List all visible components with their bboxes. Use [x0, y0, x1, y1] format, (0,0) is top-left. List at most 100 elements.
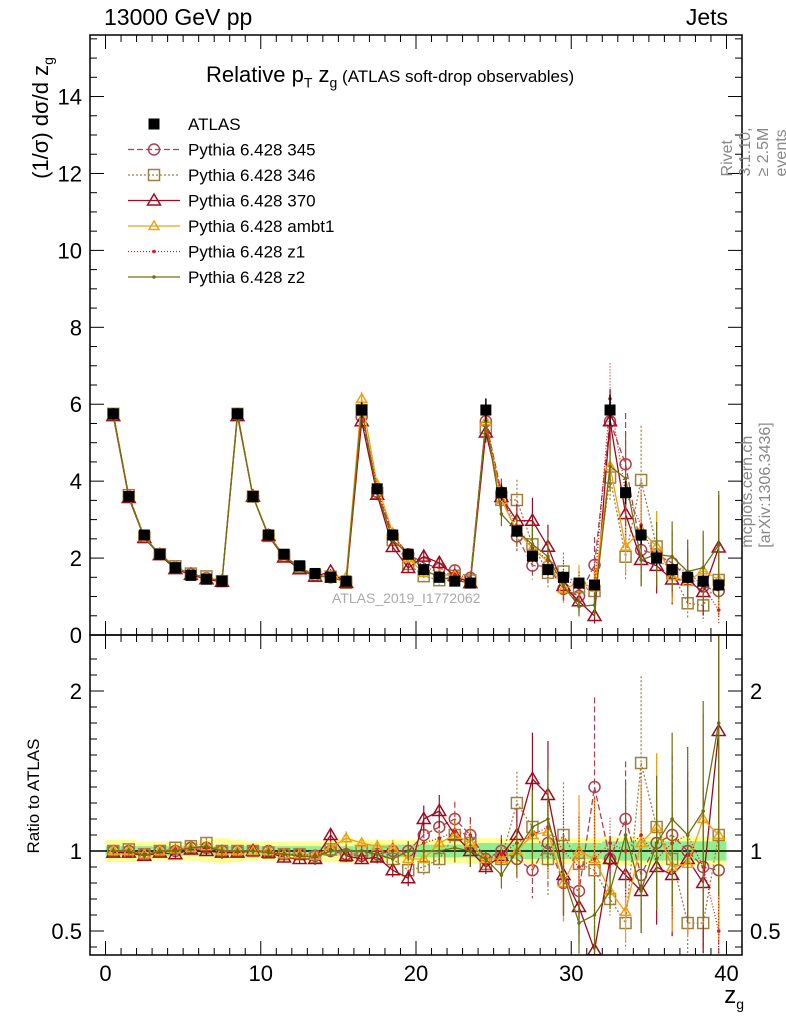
main-panel-data — [105, 363, 727, 625]
series-point-z2-main — [716, 543, 721, 547]
series-point-p345-ratio — [588, 780, 601, 794]
x-tick-label: 10 — [249, 961, 273, 986]
series-point-z2-ratio — [235, 849, 240, 853]
legend-label-ambt1: Pythia 6.428 ambt1 — [188, 217, 334, 236]
series-point-z2-ratio — [375, 852, 379, 856]
atlas-point — [682, 571, 694, 583]
series-point-z2-ratio — [654, 841, 659, 845]
series-point-z2-main — [577, 604, 581, 609]
y-axis-label: (1/σ) dσ/d zg — [28, 57, 56, 179]
atlas-point — [185, 569, 197, 581]
series-point-z2-ratio — [297, 854, 302, 858]
series-point-p370-ratio — [307, 851, 323, 865]
series-line-p345-main — [112, 413, 719, 597]
analysis-label: ATLAS_2019_I1772062 — [332, 590, 481, 606]
series-point-z2-ratio — [592, 913, 597, 917]
series-point-ambt1-ratio — [588, 852, 601, 864]
series-point-z1-ratio — [577, 865, 581, 869]
atlas-point — [200, 573, 212, 585]
series-point-ambt1-ratio — [153, 844, 167, 856]
series-point-p370-main — [415, 548, 432, 562]
series-point-z2-ratio — [282, 852, 286, 856]
mcplots-label: mcplots.cern.ch [arXiv:1306.3436] — [739, 422, 774, 548]
series-point-p346-ratio — [634, 756, 648, 770]
series-point-z1-ratio — [639, 833, 643, 837]
series-point-z2-ratio — [328, 849, 333, 853]
legend-label-p345: Pythia 6.428 345 — [188, 141, 316, 160]
series-point-p370-ratio — [524, 771, 541, 785]
title-sub: T — [303, 74, 313, 91]
atlas-point — [387, 529, 399, 541]
series-point-z2-ratio — [515, 849, 519, 853]
atlas-point — [542, 564, 554, 576]
ratio-y-tick-label: 0.5 — [51, 919, 82, 944]
series-point-ambt1-ratio — [401, 852, 415, 864]
legend-label-z2: Pythia 6.428 z2 — [188, 268, 305, 287]
series-point-z1-ratio — [716, 929, 721, 933]
plot-title: Relative pT zg (ATLAS soft-drop observab… — [206, 62, 574, 90]
x-tick-label: 20 — [404, 961, 428, 986]
main-y-tick-label: 8 — [70, 315, 82, 340]
series-point-p370-main — [384, 539, 401, 553]
main-y-tick-label: 14 — [58, 85, 82, 110]
series-point-z2-ratio — [220, 849, 224, 853]
legend-label-p370: Pythia 6.428 370 — [188, 192, 316, 211]
series-point-z2-main — [530, 542, 535, 547]
rivet-label: Rivet 3.1.10, ≥ 2.5M events — [719, 127, 786, 177]
series-point-z1-ratio — [592, 857, 597, 861]
x-tick-label: 0 — [99, 961, 111, 986]
atlas-point — [666, 564, 678, 576]
series-point-ambt1-ratio — [619, 905, 632, 917]
series-point-p370-main — [478, 424, 494, 438]
series-point-ambt1-ratio — [572, 844, 586, 856]
series-line-z1-ratio — [113, 826, 720, 932]
series-point-z2-main — [623, 476, 628, 481]
series-point-z1-main — [639, 523, 643, 527]
title-mid: z — [312, 62, 330, 87]
atlas-point — [526, 550, 538, 562]
legend-label-p346: Pythia 6.428 346 — [188, 166, 316, 185]
series-point-p370-ratio — [384, 862, 401, 876]
atlas-point — [138, 529, 150, 541]
series-point-z2-ratio — [437, 849, 442, 853]
series-point-z1-ratio — [608, 841, 612, 845]
series-point-z2-ratio — [546, 817, 550, 821]
series-point-z2-main — [499, 512, 504, 516]
series-line-z2-main — [112, 409, 720, 608]
series-point-z2-main — [608, 464, 612, 469]
ratio-panel-data — [90, 635, 742, 955]
series-point-z2-ratio — [716, 721, 721, 725]
series-point-z2-ratio — [390, 857, 395, 861]
atlas-point — [402, 548, 414, 560]
ratio-y-tick-label-right: 1 — [750, 839, 762, 864]
series-point-p370-ratio — [400, 870, 417, 884]
series-point-z2-ratio — [608, 889, 612, 893]
y-axis-label-sub: g — [40, 57, 57, 65]
series-point-p370-ratio — [431, 803, 448, 817]
atlas-point — [697, 575, 709, 587]
series-point-z2-ratio — [484, 857, 488, 861]
atlas-point — [449, 575, 461, 587]
series-point-z2-main — [701, 565, 705, 570]
x-axis-label-sub: g — [736, 995, 744, 1012]
atlas-point — [154, 548, 166, 560]
series-point-z2-ratio — [561, 873, 566, 877]
y-axis-label-text: (1/σ) dσ/d z — [27, 64, 53, 179]
series-point-z2-main — [670, 554, 674, 559]
series-point-z2-ratio — [685, 833, 690, 837]
x-tick-label: 40 — [714, 961, 738, 986]
atlas-point — [418, 564, 430, 576]
ratio-axis-label: Ratio to ATLAS — [24, 738, 43, 854]
series-point-z2-ratio — [499, 873, 504, 877]
series-point-z2-ratio — [313, 855, 317, 860]
x-axis-label-text: z — [724, 982, 737, 1009]
series-point-z2-ratio — [406, 849, 411, 853]
series-line-p370-ratio — [113, 730, 720, 953]
series-point-z2-ratio — [639, 889, 643, 893]
main-y-tick-label: 6 — [70, 392, 82, 417]
atlas-point — [464, 577, 476, 589]
series-point-p346-ratio — [510, 796, 524, 810]
series-point-z2-main — [639, 558, 643, 562]
series-point-z2-ratio — [421, 849, 426, 853]
series-point-z2-ratio — [204, 844, 209, 848]
